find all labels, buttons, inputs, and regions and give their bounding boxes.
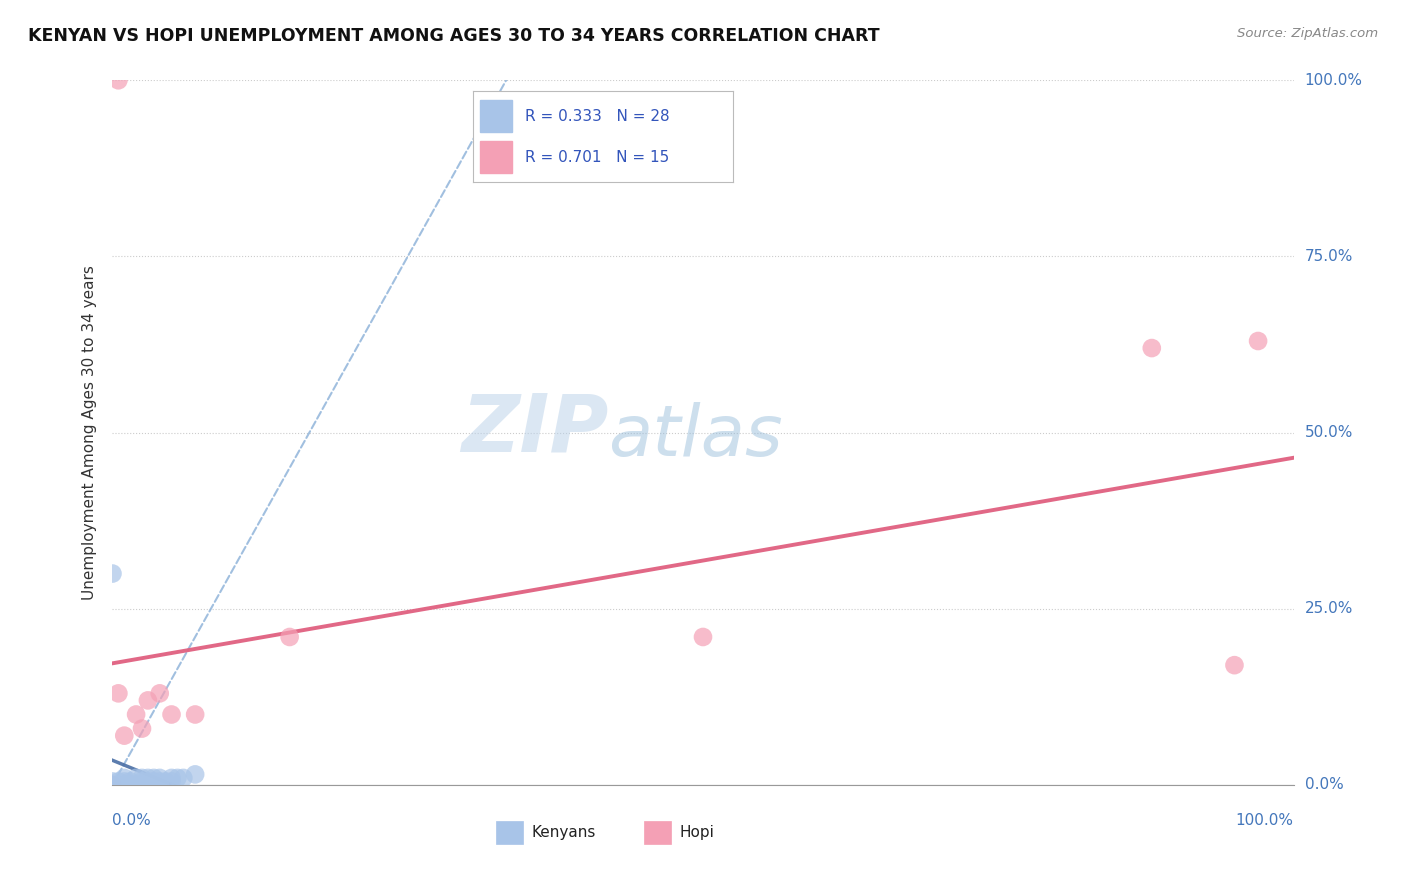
Text: ZIP: ZIP (461, 390, 609, 468)
Point (101, 774, 124, 789)
Point (149, 778, 172, 792)
Point (107, 686, 129, 700)
Point (125, 778, 148, 792)
Point (149, 774, 172, 789)
Text: 0.0%: 0.0% (1305, 778, 1343, 792)
Point (107, 778, 129, 792)
Point (120, 778, 142, 792)
Point (1223, 658, 1246, 673)
Point (136, 774, 159, 789)
Point (125, 707, 148, 722)
Point (160, 771, 183, 785)
Point (136, 778, 159, 792)
Text: 50.0%: 50.0% (1305, 425, 1353, 440)
Point (131, 722, 153, 736)
Text: 100.0%: 100.0% (1305, 73, 1362, 87)
Point (184, 767, 207, 781)
Text: atlas: atlas (609, 401, 783, 471)
Point (166, 771, 188, 785)
Point (131, 771, 153, 785)
Point (155, 774, 177, 789)
Text: 100.0%: 100.0% (1236, 813, 1294, 828)
Point (107, 774, 129, 789)
Point (142, 771, 165, 785)
Point (278, 630, 301, 644)
Point (692, 630, 714, 644)
Text: Source: ZipAtlas.com: Source: ZipAtlas.com (1237, 27, 1378, 40)
Point (149, 686, 172, 700)
Point (125, 771, 148, 785)
Text: 0.0%: 0.0% (112, 813, 152, 828)
Point (184, 707, 207, 722)
Point (112, 774, 135, 789)
Point (172, 771, 194, 785)
Point (120, 774, 142, 789)
Point (136, 693, 159, 707)
Text: KENYAN VS HOPI UNEMPLOYMENT AMONG AGES 30 TO 34 YEARS CORRELATION CHART: KENYAN VS HOPI UNEMPLOYMENT AMONG AGES 3… (28, 27, 880, 45)
Point (101, 566, 124, 581)
Point (112, 778, 135, 792)
Point (107, 73, 129, 87)
Text: 75.0%: 75.0% (1305, 249, 1353, 264)
Point (112, 771, 135, 785)
Point (101, 778, 124, 792)
Point (149, 771, 172, 785)
Point (142, 774, 165, 789)
Point (112, 729, 135, 743)
Point (131, 774, 153, 789)
Point (136, 771, 159, 785)
Point (1140, 341, 1163, 355)
Text: 25.0%: 25.0% (1305, 601, 1353, 616)
Point (160, 774, 183, 789)
Y-axis label: Unemployment Among Ages 30 to 34 years: Unemployment Among Ages 30 to 34 years (82, 265, 97, 600)
Point (1247, 334, 1270, 348)
Point (101, 778, 124, 792)
Point (160, 707, 183, 722)
